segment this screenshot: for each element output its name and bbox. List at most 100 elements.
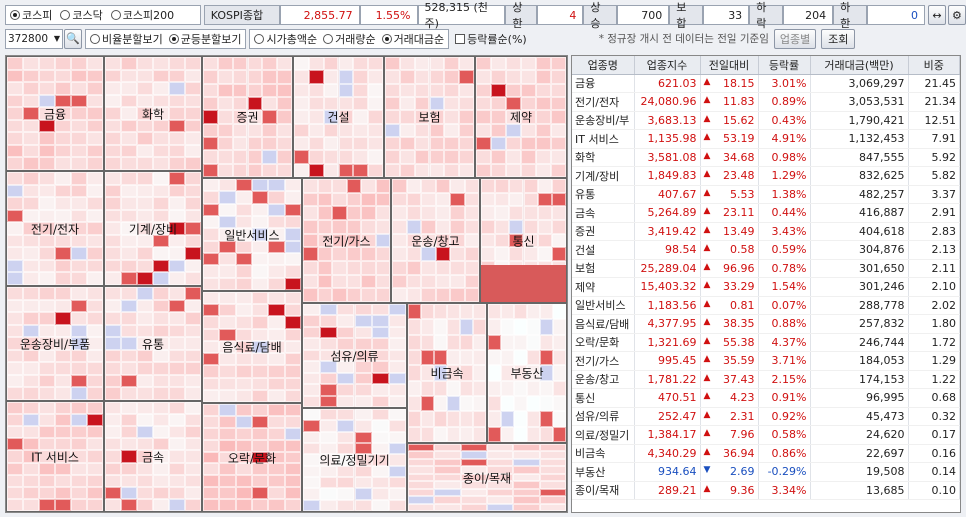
treemap-stock-cell[interactable]: [354, 372, 372, 385]
treemap-stock-cell[interactable]: [460, 349, 473, 366]
treemap-stock-cell[interactable]: [371, 442, 389, 455]
treemap-stock-cell[interactable]: [459, 96, 474, 111]
treemap-stock-cell[interactable]: [284, 292, 301, 305]
treemap-stock-cell[interactable]: [371, 326, 389, 339]
treemap-stock-cell[interactable]: [121, 247, 137, 260]
treemap-stock-cell[interactable]: [501, 426, 514, 442]
treemap-stock-cell[interactable]: [551, 206, 566, 220]
treemap-stock-cell[interactable]: [434, 380, 447, 396]
treemap-stock-cell[interactable]: [388, 349, 406, 362]
treemap-stock-cell[interactable]: [476, 150, 491, 164]
treemap-stock-cell[interactable]: [392, 192, 407, 207]
treemap-stock-cell[interactable]: [247, 83, 263, 97]
treemap-stock-cell[interactable]: [268, 439, 285, 452]
treemap-stock-cell[interactable]: [527, 319, 540, 335]
treemap-stock-cell[interactable]: [252, 377, 269, 390]
treemap-stock-cell[interactable]: [434, 334, 447, 350]
treemap-stock-cell[interactable]: [169, 337, 185, 350]
treemap-stock-cell[interactable]: [185, 414, 201, 427]
treemap-stock-cell[interactable]: [303, 315, 321, 327]
treemap-stock-cell[interactable]: [153, 107, 169, 120]
treemap-stock-cell[interactable]: [169, 209, 185, 223]
treemap-stock-cell[interactable]: [434, 304, 447, 320]
treemap-stock-cell[interactable]: [137, 337, 153, 350]
treemap-stock-cell[interactable]: [219, 240, 236, 253]
treemap-stock-cell[interactable]: [169, 349, 185, 363]
treemap-stock-cell[interactable]: [203, 487, 220, 500]
treemap-stock-cell[interactable]: [252, 191, 269, 204]
treemap-stock-cell[interactable]: [303, 349, 321, 362]
treemap-stock-cell[interactable]: [71, 450, 87, 463]
treemap-stock-cell[interactable]: [153, 94, 169, 108]
treemap-stock-cell[interactable]: [460, 395, 473, 412]
treemap-stock-cell[interactable]: [39, 107, 55, 120]
treemap-stock-cell[interactable]: [169, 450, 185, 463]
treemap-stock-cell[interactable]: [551, 96, 566, 111]
treemap-stock-cell[interactable]: [488, 380, 501, 396]
treemap-stock-cell[interactable]: [434, 481, 461, 489]
treemap-stock-cell[interactable]: [23, 197, 39, 210]
treemap-stock-cell[interactable]: [7, 426, 23, 439]
treemap-stock-cell[interactable]: [553, 380, 566, 396]
treemap-tile-machinery[interactable]: 기계/장비: [104, 171, 202, 286]
treemap-stock-cell[interactable]: [105, 498, 121, 511]
treemap-stock-cell[interactable]: [337, 431, 355, 443]
treemap-stock-cell[interactable]: [337, 326, 355, 339]
treemap-stock-cell[interactable]: [536, 70, 551, 84]
treemap-stock-cell[interactable]: [153, 119, 169, 133]
treemap-stock-cell[interactable]: [421, 365, 434, 381]
treemap-stock-cell[interactable]: [71, 486, 87, 499]
treemap-stock-cell[interactable]: [317, 219, 332, 234]
treemap-stock-cell[interactable]: [268, 404, 285, 416]
treemap-stock-cell[interactable]: [308, 57, 324, 71]
treemap-stock-cell[interactable]: [71, 312, 87, 325]
treemap-stock-cell[interactable]: [434, 458, 461, 467]
treemap-stock-cell[interactable]: [450, 288, 465, 302]
treemap-stock-cell[interactable]: [203, 415, 220, 428]
treemap-stock-cell[interactable]: [375, 179, 390, 193]
treemap-stock-cell[interactable]: [105, 474, 121, 487]
treemap-stock-cell[interactable]: [501, 334, 514, 350]
treemap-stock-cell[interactable]: [337, 465, 355, 477]
treemap-stock-cell[interactable]: [294, 110, 309, 124]
treemap-stock-cell[interactable]: [203, 277, 220, 290]
treemap-stock-cell[interactable]: [232, 163, 248, 177]
treemap-stock-cell[interactable]: [23, 107, 39, 120]
treemap-stock-cell[interactable]: [23, 259, 39, 273]
treemap-stock-cell[interactable]: [247, 163, 263, 177]
treemap-stock-cell[interactable]: [368, 136, 383, 151]
treemap-stock-cell[interactable]: [429, 57, 445, 71]
treemap-stock-cell[interactable]: [153, 498, 169, 511]
treemap-stock-cell[interactable]: [539, 481, 566, 489]
treemap-stock-cell[interactable]: [385, 70, 400, 84]
treemap-stock-cell[interactable]: [320, 304, 338, 316]
treemap-stock-cell[interactable]: [169, 462, 185, 475]
treemap-stock-cell[interactable]: [203, 353, 220, 366]
treemap-stock-cell[interactable]: [185, 247, 201, 260]
table-row[interactable]: 통신 470.51 ▲ 4.23 0.91% 96,995 0.68: [572, 388, 960, 408]
treemap-stock-cell[interactable]: [303, 304, 321, 316]
treemap-stock-cell[interactable]: [185, 498, 201, 511]
treemap-stock-cell[interactable]: [434, 411, 447, 427]
treemap-stock-cell[interactable]: [450, 219, 465, 234]
treemap-stock-cell[interactable]: [268, 265, 285, 278]
treemap-stock-cell[interactable]: [203, 252, 220, 266]
col-header-amount[interactable]: 거래대금(백만): [810, 56, 909, 75]
treemap-stock-cell[interactable]: [539, 451, 566, 459]
treemap-stock-cell[interactable]: [444, 123, 460, 137]
treemap-stock-cell[interactable]: [323, 57, 339, 71]
treemap-tile-finance[interactable]: 금융: [6, 56, 104, 171]
treemap-stock-cell[interactable]: [435, 219, 450, 234]
treemap-stock-cell[interactable]: [55, 57, 71, 70]
rate-sort-checkbox[interactable]: 등락률순(%): [455, 31, 527, 47]
treemap-stock-cell[interactable]: [408, 458, 435, 467]
treemap-stock-cell[interactable]: [392, 260, 407, 275]
treemap-stock-cell[interactable]: [55, 414, 71, 427]
treemap-stock-cell[interactable]: [87, 387, 103, 400]
treemap-stock-cell[interactable]: [284, 252, 301, 266]
treemap-stock-cell[interactable]: [87, 247, 103, 260]
treemap-stock-cell[interactable]: [320, 361, 338, 373]
treemap-stock-cell[interactable]: [235, 340, 252, 354]
treemap-stock-cell[interactable]: [55, 247, 71, 260]
treemap-stock-cell[interactable]: [481, 233, 496, 248]
